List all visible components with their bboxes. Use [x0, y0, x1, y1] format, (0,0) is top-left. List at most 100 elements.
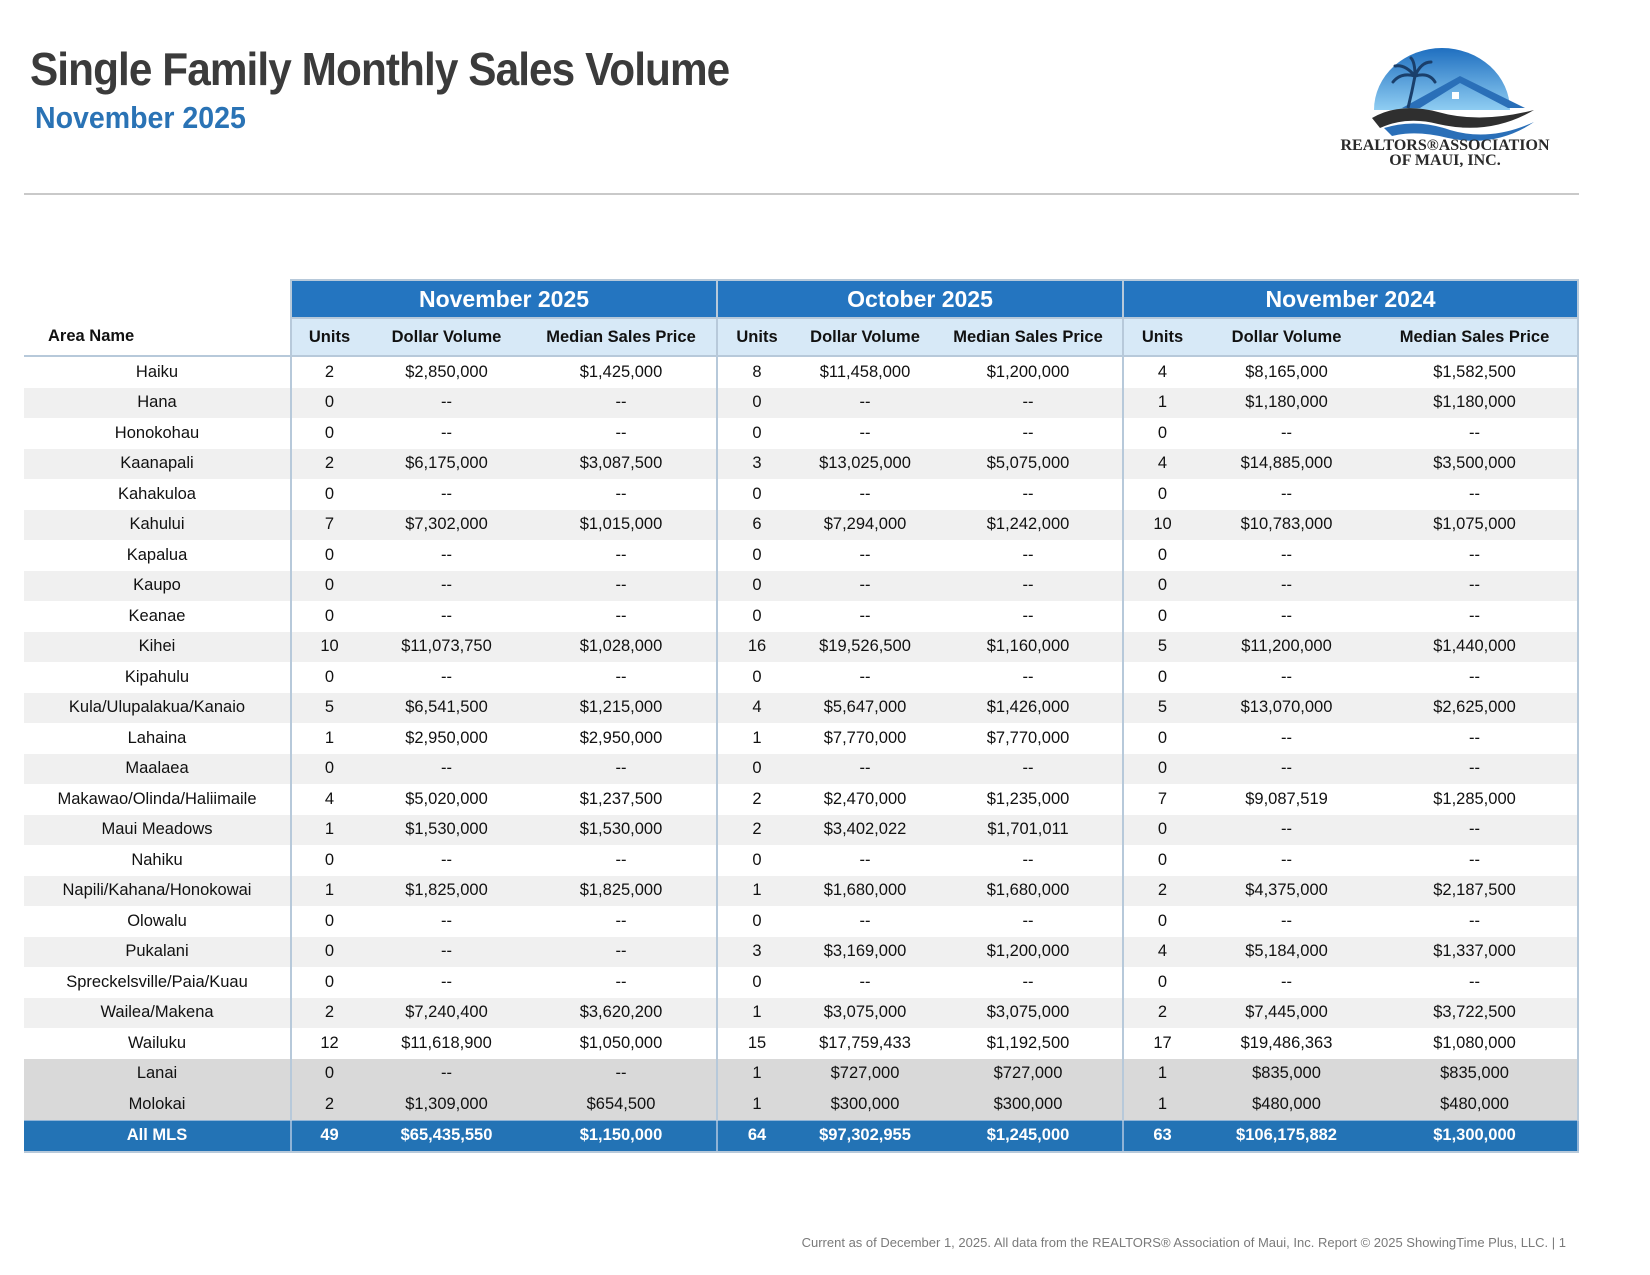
- page-subtitle: November 2025: [35, 100, 246, 135]
- area-name-cell: Kahakuloa: [24, 479, 292, 510]
- units-cell: 1: [291, 875, 367, 906]
- dollar-volume-cell: $7,302,000: [367, 509, 526, 540]
- table-row: Nahiku 0 -- -- 0 -- -- 0 -- --: [24, 845, 1580, 876]
- median-price-cell: --: [934, 845, 1125, 876]
- units-cell: 0: [291, 540, 367, 571]
- units-cell: 16: [717, 631, 797, 662]
- area-name-cell: Kihei: [24, 631, 292, 662]
- units-cell: 0: [717, 967, 797, 998]
- units-cell: 1: [1123, 387, 1202, 418]
- table-row: Kapalua 0 -- -- 0 -- -- 0 -- --: [24, 540, 1580, 571]
- dollar-volume-cell: --: [796, 662, 935, 693]
- units-cell: 4: [291, 784, 367, 815]
- median-price-cell: $1,160,000: [934, 631, 1125, 662]
- report-footer: Current as of December 1, 2025. All data…: [801, 1235, 1566, 1250]
- units-cell: 2: [291, 997, 367, 1028]
- units-cell: 3: [717, 448, 797, 479]
- table-row: Lanai 0 -- -- 1 $727,000 $727,000 1 $835,000 $835…: [24, 1058, 1580, 1089]
- units-cell: 0: [1123, 540, 1202, 571]
- dollar-volume-cell: --: [1201, 845, 1373, 876]
- units-cell: 0: [717, 906, 797, 937]
- dollar-volume-cell: $19,486,363: [1201, 1028, 1373, 1059]
- total-cell: 49: [291, 1119, 367, 1153]
- area-name-cell: Makawao/Olinda/Haliimaile: [24, 784, 292, 815]
- house-window: [1452, 92, 1459, 99]
- units-header: Units: [290, 318, 367, 357]
- median-price-cell: $835,000: [1372, 1058, 1580, 1089]
- area-name-cell: Maalaea: [24, 753, 292, 784]
- dollar-volume-header: Dollar Volume: [367, 318, 526, 357]
- dollar-volume-cell: --: [1201, 601, 1373, 632]
- units-cell: 2: [717, 784, 797, 815]
- dollar-volume-cell: $11,458,000: [796, 356, 935, 388]
- median-price-cell: $1,200,000: [934, 356, 1125, 388]
- median-price-cell: --: [1372, 723, 1580, 754]
- units-cell: 0: [1123, 814, 1202, 845]
- period-header-row: November 2025 October 2025 November 2024: [24, 279, 1580, 319]
- median-price-cell: --: [526, 418, 719, 449]
- dollar-volume-cell: --: [796, 418, 935, 449]
- dollar-volume-cell: $5,184,000: [1201, 936, 1373, 967]
- median-price-cell: --: [1372, 479, 1580, 510]
- dollar-volume-cell: $3,075,000: [796, 997, 935, 1028]
- dollar-volume-cell: $9,087,519: [1201, 784, 1373, 815]
- units-cell: 0: [717, 570, 797, 601]
- table-row: Kipahulu 0 -- -- 0 -- -- 0 -- --: [24, 662, 1580, 693]
- units-cell: 0: [1123, 753, 1202, 784]
- units-cell: 1: [291, 814, 367, 845]
- median-price-cell: --: [1372, 540, 1580, 571]
- median-price-cell: $1,192,500: [934, 1028, 1125, 1059]
- area-name-cell: Olowalu: [24, 906, 292, 937]
- dollar-volume-cell: $6,541,500: [367, 692, 526, 723]
- median-price-cell: $1,285,000: [1372, 784, 1580, 815]
- roof-shape: [1402, 76, 1525, 108]
- dollar-volume-cell: $4,375,000: [1201, 875, 1373, 906]
- dollar-volume-cell: --: [367, 1058, 526, 1089]
- units-cell: 7: [1123, 784, 1202, 815]
- units-cell: 0: [1123, 723, 1202, 754]
- units-cell: 4: [717, 692, 797, 723]
- dollar-volume-cell: $13,070,000: [1201, 692, 1373, 723]
- median-price-cell: --: [934, 601, 1125, 632]
- dollar-volume-cell: $1,680,000: [796, 875, 935, 906]
- median-price-cell: $1,582,500: [1372, 356, 1580, 388]
- median-price-cell: $1,080,000: [1372, 1028, 1580, 1059]
- units-cell: 2: [291, 448, 367, 479]
- units-cell: 1: [1123, 1058, 1202, 1089]
- area-name-cell: Haiku: [24, 356, 292, 388]
- palm-trunk: [1406, 75, 1417, 109]
- units-cell: 0: [291, 479, 367, 510]
- dollar-volume-cell: $2,950,000: [367, 723, 526, 754]
- sales-volume-table: November 2025 October 2025 November 2024…: [24, 279, 1580, 1153]
- period-header: November 2025: [289, 279, 719, 319]
- table-row: Napili/Kahana/Honokowai 1 $1,825,000 $1,825…: [24, 875, 1580, 906]
- dollar-volume-cell: --: [1201, 723, 1373, 754]
- table-row: Honokohau 0 -- -- 0 -- -- 0 -- --: [24, 418, 1580, 449]
- median-price-cell: --: [1372, 662, 1580, 693]
- median-price-cell: $727,000: [934, 1058, 1125, 1089]
- units-cell: 0: [717, 753, 797, 784]
- units-cell: 0: [291, 601, 367, 632]
- dollar-volume-cell: --: [1201, 570, 1373, 601]
- median-price-cell: --: [526, 845, 719, 876]
- median-price-cell: --: [1372, 418, 1580, 449]
- median-price-cell: --: [526, 662, 719, 693]
- wave-blue: [1384, 122, 1534, 141]
- dollar-volume-cell: --: [1201, 753, 1373, 784]
- median-price-cell: --: [526, 570, 719, 601]
- period-header: October 2025: [716, 279, 1125, 319]
- median-price-cell: --: [934, 418, 1125, 449]
- table-row: Kihei 10 $11,073,750 $1,028,000 16 $19,526,50…: [24, 631, 1580, 662]
- area-name-cell: Keanae: [24, 601, 292, 632]
- median-price-cell: $1,028,000: [526, 631, 719, 662]
- dollar-volume-cell: --: [367, 479, 526, 510]
- dollar-volume-cell: --: [367, 387, 526, 418]
- area-name-cell: Kaanapali: [24, 448, 292, 479]
- area-name-cell: Pukalani: [24, 936, 292, 967]
- dollar-volume-cell: --: [367, 540, 526, 571]
- area-name-cell: Wailea/Makena: [24, 997, 292, 1028]
- median-price-cell: $1,337,000: [1372, 936, 1580, 967]
- units-cell: 0: [291, 753, 367, 784]
- dollar-volume-cell: $1,530,000: [367, 814, 526, 845]
- median-price-cell: $1,530,000: [526, 814, 719, 845]
